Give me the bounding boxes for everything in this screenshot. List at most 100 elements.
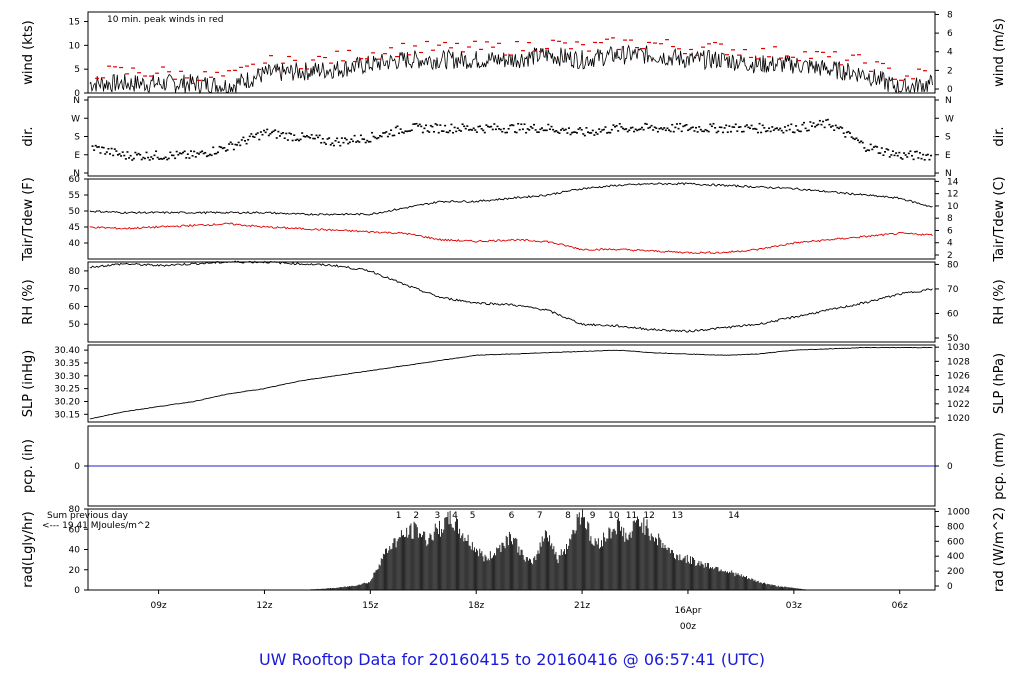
peak-wind-mark (545, 47, 550, 50)
dir-point (102, 146, 105, 149)
dir-point (925, 154, 928, 157)
dir-point (726, 131, 729, 134)
dir-point (320, 141, 323, 144)
dir-point (434, 123, 437, 125)
peak-wind-mark (401, 42, 406, 45)
dir-point (780, 129, 783, 132)
dir-point (153, 154, 156, 157)
dir-point (763, 127, 766, 129)
peak-wind-mark (365, 58, 370, 60)
dir-point (904, 154, 907, 156)
dir-point (177, 153, 180, 156)
dir-point (479, 125, 482, 128)
dir-point (880, 147, 883, 149)
dir-point (660, 127, 663, 129)
dir-point (426, 130, 429, 132)
right-tick-rh: 60 (947, 309, 959, 319)
dir-point (588, 132, 591, 134)
dir-point (147, 156, 150, 159)
peak-wind-mark (701, 46, 706, 48)
right-tick-slp: 1024 (947, 386, 970, 396)
dir-point (710, 125, 713, 128)
right-tick-wind: 8 (947, 10, 953, 20)
right-tick-slp: 1030 (947, 343, 970, 353)
dir-point (712, 122, 715, 125)
dir-point (579, 127, 582, 129)
dir-point (167, 157, 170, 160)
dir-point (375, 137, 378, 140)
dir-point (261, 133, 264, 136)
dir-point (629, 127, 632, 129)
peak-wind-mark (179, 70, 184, 72)
dir-point (658, 127, 661, 130)
dir-point (356, 140, 359, 142)
dir-point (237, 141, 240, 144)
peak-wind-mark (755, 58, 760, 60)
dir-point (917, 157, 920, 159)
dir-point (101, 146, 104, 149)
dir-point (496, 125, 499, 128)
dir-point (569, 133, 572, 136)
dir-point (922, 153, 925, 156)
dir-point (417, 125, 420, 127)
left-tick-slp: 30.35 (54, 359, 80, 369)
dir-point (845, 131, 848, 134)
dir-point (477, 125, 480, 128)
dir-point (736, 130, 739, 132)
dir-point (386, 135, 389, 138)
dir-point (236, 144, 239, 146)
x-tick-label: 12z (256, 601, 272, 611)
panel-temp-frame (87, 178, 936, 260)
dir-point (826, 118, 829, 121)
dir-point (864, 150, 867, 152)
dir-point (526, 128, 529, 130)
dir-point (769, 130, 772, 133)
dir-point (185, 157, 188, 159)
dir-point (533, 123, 536, 126)
dir-point (302, 135, 305, 138)
dir-point (715, 131, 718, 134)
dir-point (687, 129, 690, 132)
dir-point (313, 137, 316, 140)
dir-point (94, 144, 97, 147)
dir-point (391, 134, 394, 137)
peak-wind-mark (359, 58, 364, 60)
dir-point (509, 124, 512, 127)
dir-point (128, 157, 131, 159)
peak-wind-mark (185, 77, 190, 79)
dir-point (674, 126, 677, 129)
dir-point (232, 148, 235, 151)
peak-wind-mark (779, 57, 784, 59)
dir-point (685, 123, 688, 126)
dir-point (582, 133, 585, 135)
peak-wind-mark (335, 50, 340, 52)
dir-point (768, 127, 771, 130)
dir-point (915, 150, 918, 153)
peak-wind-mark (413, 45, 418, 47)
dir-point (307, 136, 310, 138)
dir-point (575, 132, 578, 134)
dir-point (294, 139, 297, 141)
dir-point (602, 128, 605, 131)
right-tick-temp: 10 (947, 202, 959, 212)
dir-point (229, 141, 232, 144)
rad-hour-label: 1 (396, 511, 402, 521)
peak-wind-mark (917, 68, 922, 70)
peak-wind-mark (725, 54, 730, 56)
dir-point (304, 136, 307, 138)
dir-point (332, 144, 335, 147)
dir-point (110, 147, 113, 150)
dir-point (737, 126, 740, 128)
dir-point (445, 131, 448, 133)
x-tick-label: 06z (892, 601, 908, 611)
dir-point (174, 157, 177, 160)
left-tick-dir: E (74, 151, 80, 161)
dir-point (278, 135, 281, 137)
dir-point (209, 153, 212, 156)
peak-wind-mark (671, 45, 676, 48)
dir-point (677, 127, 680, 130)
dir-point (483, 131, 486, 134)
dir-point (645, 123, 648, 125)
dir-point (166, 158, 169, 161)
dir-point (318, 134, 321, 137)
